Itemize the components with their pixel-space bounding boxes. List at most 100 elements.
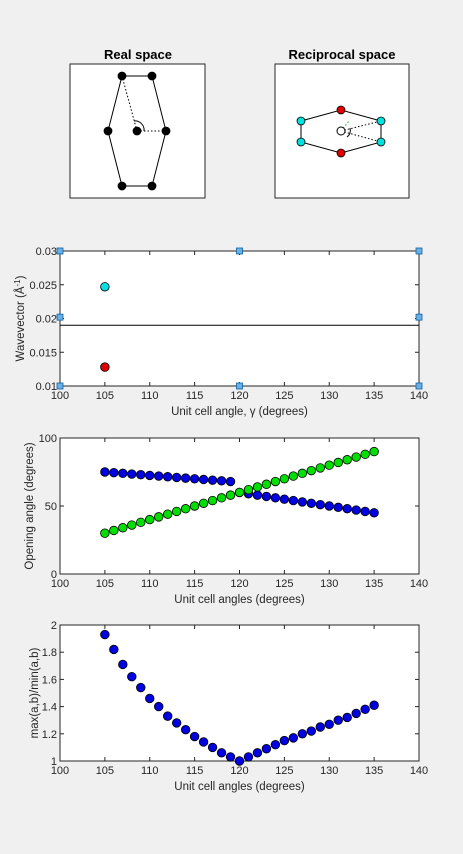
plot-area [59,624,420,762]
x-tick-label: 135 [365,578,383,590]
y-axis-label-main: Wavevector (Å [14,286,27,361]
data-point-series-1 [369,446,379,457]
real-space-lattice-points [103,71,171,191]
y-axis-label: Opening angle (degrees) [24,442,36,569]
x-tick-label: 130 [320,390,338,402]
reciprocal-angle-arc [346,127,351,138]
data-point-series-1 [154,512,164,522]
x-tick-label: 125 [275,765,293,777]
data-point-series-0 [225,752,236,762]
data-point-series-0 [360,704,370,715]
data-point-series-0 [127,469,137,479]
y-tick-label: 1.8 [42,647,57,659]
data-point-series-0 [315,499,325,510]
real-space-point [147,71,157,81]
data-point-series-1 [145,514,155,525]
data-point-series-0 [100,467,110,477]
data-point-series-0 [207,475,218,485]
data-point-series-0 [297,497,308,507]
x-tick-label: 135 [365,390,383,402]
data-point-series-0 [342,504,352,514]
x-tick-label: 125 [275,390,293,402]
y-tick-label: 0.01 [36,381,57,393]
data-point-series-1 [198,498,209,508]
x-tick-label: 140 [410,390,428,402]
real-space-vector-b [121,75,138,132]
data-point-series-1 [225,490,236,500]
data-point-series-0 [216,476,227,486]
reciprocal-point [336,105,346,115]
data-point-series-0 [243,752,254,762]
data-point-series-0 [162,711,173,721]
x-tick-label: 120 [230,578,248,590]
data-point-series-1 [162,509,173,519]
x-tick-label: 100 [51,390,69,402]
x-tick-label: 140 [410,578,428,590]
x-tick-label: 130 [320,765,338,777]
data-point-series-1 [324,460,334,470]
real-space-point [161,126,171,136]
data-point-series-0 [360,506,370,517]
data-point-series-0 [100,282,110,292]
x-axis-label: Unit cell angles (degrees) [174,594,305,606]
reciprocal-point [296,137,306,147]
data-point-series-1 [136,517,146,528]
reciprocal-space-panel: Reciprocal space [274,47,410,199]
data-point-series-1 [100,362,110,372]
x-tick-label: 125 [275,578,293,590]
data-point-series-0 [333,715,343,725]
resize-handle [415,382,423,390]
data-point-series-0 [118,659,128,670]
data-point-series-0 [180,473,191,483]
data-point-series-0 [315,722,325,732]
y-tick-label: 0 [51,569,57,581]
reciprocal-vector-3 [340,120,350,132]
plot-area [59,437,420,575]
data-point-series-1 [252,482,263,492]
reciprocal-point [296,116,306,126]
data-point-series-1 [207,495,218,506]
data-point-series-0 [154,701,164,712]
y-axis-label-superscript: -1 [13,279,22,287]
data-point-series-1 [261,479,272,489]
resize-handle [415,247,423,255]
data-point-series-0 [189,474,200,484]
data-point-series-0 [279,494,290,504]
resize-handle [56,382,64,390]
data-point-series-1 [216,493,227,503]
x-tick-label: 100 [51,578,69,590]
y-axis-label: max(a,b)/min(a,b) [29,647,41,738]
data-point-series-0 [136,470,146,480]
axis-ratio-chart: 100 105 110 115 120 125 130 135 140 1 1.2 1.4 1.6 1.8… [29,620,428,793]
y-axis-label-end: ) [15,275,27,279]
data-point-series-0 [279,735,290,746]
resize-handle [236,247,243,255]
y-tick-label: 1.6 [42,674,57,686]
data-point-series-0 [369,508,379,518]
data-point-series-0 [306,726,317,736]
data-point-series-0 [351,708,361,719]
x-tick-label: 105 [96,578,114,590]
data-point-series-1 [243,484,254,495]
x-tick-label: 105 [96,390,114,402]
data-point-series-1 [100,528,110,538]
data-point-series-1 [333,457,343,468]
resize-handle [56,313,64,321]
real-space-point [103,126,113,136]
reciprocal-origin [336,126,346,136]
data-point-series-0 [198,737,209,747]
resize-handle [415,313,423,321]
data-point-series-0 [288,495,299,506]
data-point-series-0 [118,468,128,479]
real-space-title: Real space [104,47,172,62]
reciprocal-point [376,137,386,147]
plot-area [59,250,420,387]
data-point-series-0 [252,748,263,758]
data-point-series-1 [109,525,119,536]
x-tick-label: 120 [230,390,248,402]
data-point-series-0 [109,467,119,478]
x-axis-label: Unit cell angle, γ (degrees) [171,406,308,418]
data-point-series-1 [288,471,299,481]
data-point-series-0 [369,700,379,710]
data-point-series-0 [198,474,209,485]
